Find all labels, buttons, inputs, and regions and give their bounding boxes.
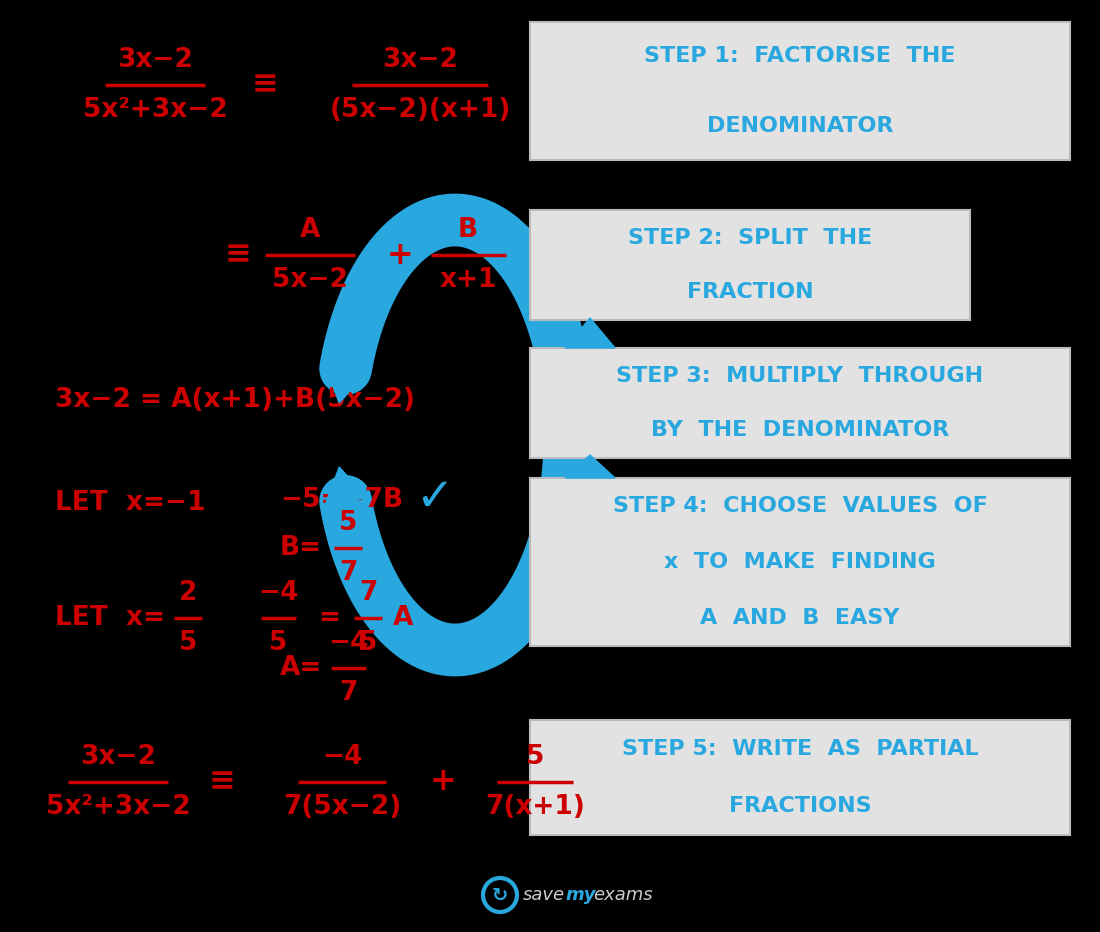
Text: 7: 7 (359, 580, 377, 606)
Text: 7(x+1): 7(x+1) (485, 794, 585, 820)
Text: ≡: ≡ (252, 70, 278, 101)
Text: 5: 5 (526, 744, 544, 770)
Text: my: my (565, 886, 595, 904)
Text: LET  x=−1: LET x=−1 (55, 490, 206, 516)
FancyBboxPatch shape (530, 348, 1070, 458)
Text: 3x−2: 3x−2 (80, 744, 156, 770)
Polygon shape (565, 318, 615, 348)
Text: =: = (318, 605, 340, 631)
Text: 7: 7 (339, 560, 358, 586)
FancyBboxPatch shape (530, 210, 970, 320)
Text: B: B (458, 217, 478, 243)
Text: ↻: ↻ (492, 885, 508, 904)
FancyBboxPatch shape (530, 478, 1070, 646)
Text: 3x−2 = A(x+1)+B(5x−2): 3x−2 = A(x+1)+B(5x−2) (55, 387, 415, 413)
Text: x+1: x+1 (439, 267, 497, 293)
Text: +: + (430, 766, 456, 798)
Text: −4: −4 (328, 630, 369, 656)
Text: A: A (393, 605, 414, 631)
Text: ≡: ≡ (224, 240, 252, 270)
Text: FRACTIONS: FRACTIONS (728, 796, 871, 816)
Text: ≡: ≡ (209, 766, 235, 798)
Text: STEP 3:  MULTIPLY  THROUGH: STEP 3: MULTIPLY THROUGH (616, 365, 983, 386)
Text: 7: 7 (339, 680, 358, 706)
Text: 3x−2: 3x−2 (117, 47, 192, 73)
Polygon shape (565, 455, 615, 478)
Text: 5x−2: 5x−2 (272, 267, 348, 293)
Text: BY  THE  DENOMINATOR: BY THE DENOMINATOR (651, 420, 949, 441)
Text: 7(5x−2): 7(5x−2) (283, 794, 402, 820)
FancyBboxPatch shape (530, 720, 1070, 835)
Text: 5x²+3x−2: 5x²+3x−2 (45, 794, 190, 820)
Text: (5x−2)(x+1): (5x−2)(x+1) (329, 97, 510, 123)
Text: STEP 5:  WRITE  AS  PARTIAL: STEP 5: WRITE AS PARTIAL (621, 739, 978, 759)
Text: 3x−2: 3x−2 (382, 47, 458, 73)
Text: +: + (386, 240, 414, 270)
Text: 5x²+3x−2: 5x²+3x−2 (82, 97, 228, 123)
FancyBboxPatch shape (530, 22, 1070, 160)
Polygon shape (324, 467, 366, 505)
Text: STEP 4:  CHOOSE  VALUES  OF: STEP 4: CHOOSE VALUES OF (613, 496, 988, 516)
Text: −4: −4 (257, 580, 298, 606)
Text: x  TO  MAKE  FINDING: x TO MAKE FINDING (664, 552, 936, 572)
Text: save: save (522, 886, 565, 904)
Text: 5: 5 (268, 630, 287, 656)
Text: −4: −4 (322, 744, 362, 770)
Text: DENOMINATOR: DENOMINATOR (706, 116, 893, 135)
Text: B=: B= (280, 535, 322, 561)
Text: A  AND  B  EASY: A AND B EASY (701, 608, 900, 628)
Text: −5=−7B: −5=−7B (280, 487, 403, 513)
Text: 2: 2 (179, 580, 197, 606)
Text: A: A (300, 217, 320, 243)
Text: 5: 5 (359, 630, 377, 656)
Text: STEP 1:  FACTORISE  THE: STEP 1: FACTORISE THE (645, 47, 956, 66)
Text: LET  x=: LET x= (55, 605, 165, 631)
Text: exams: exams (593, 886, 652, 904)
Text: ✓: ✓ (415, 475, 453, 520)
Polygon shape (324, 364, 366, 403)
Text: 5: 5 (339, 510, 358, 536)
Text: A=: A= (280, 655, 322, 681)
Text: STEP 2:  SPLIT  THE: STEP 2: SPLIT THE (628, 227, 872, 248)
Text: 5: 5 (179, 630, 197, 656)
Text: FRACTION: FRACTION (686, 282, 813, 303)
